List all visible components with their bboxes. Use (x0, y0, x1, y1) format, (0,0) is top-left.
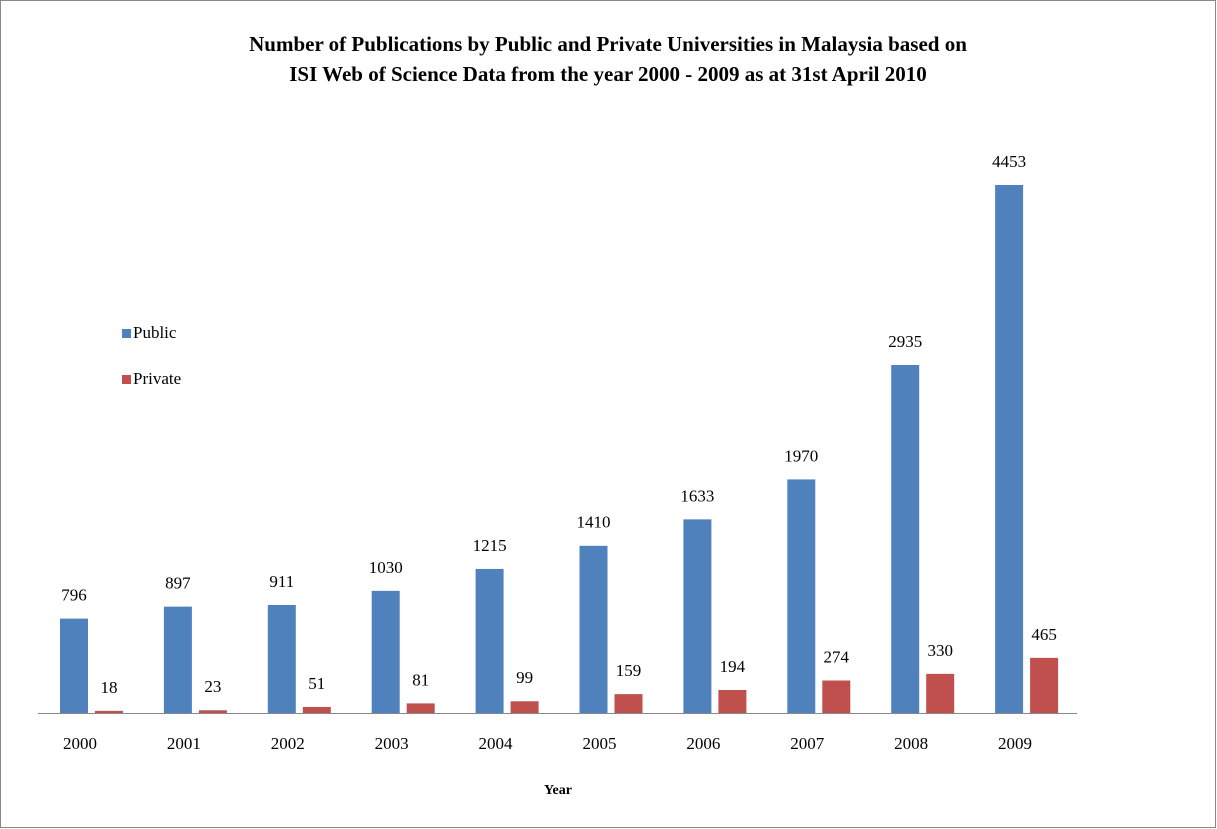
value-label: 99 (516, 668, 533, 687)
legend-swatch (122, 375, 131, 384)
x-tick-label: 2001 (167, 734, 201, 753)
x-tick-label: 2000 (63, 734, 97, 753)
chart-title: ISI Web of Science Data from the year 20… (289, 62, 927, 86)
bar (371, 590, 400, 713)
x-tick-label: 2008 (894, 734, 928, 753)
value-label: 330 (927, 641, 953, 660)
value-label: 897 (165, 574, 191, 593)
x-tick-label: 2003 (375, 734, 409, 753)
value-label: 18 (101, 678, 118, 697)
bar (510, 701, 539, 713)
bar (926, 673, 955, 713)
value-label: 159 (616, 661, 642, 680)
bar (891, 364, 920, 713)
bar (475, 568, 504, 713)
bar (163, 606, 192, 713)
value-label: 1215 (473, 536, 507, 555)
bar (718, 689, 747, 713)
value-label: 1970 (784, 446, 818, 465)
bar (614, 694, 643, 713)
value-label: 1030 (369, 558, 403, 577)
bar (302, 706, 331, 713)
value-label: 23 (204, 677, 221, 696)
x-tick-label: 2004 (479, 734, 514, 753)
bar (406, 703, 435, 713)
x-tick-label: 2005 (582, 734, 616, 753)
bar (60, 618, 88, 713)
bar (787, 479, 816, 713)
x-tick-label: 2002 (271, 734, 305, 753)
value-label: 274 (824, 647, 850, 666)
x-tick-label: 2009 (998, 734, 1032, 753)
bar (198, 710, 227, 713)
value-label: 194 (720, 657, 746, 676)
value-label: 796 (61, 586, 87, 605)
value-label: 465 (1031, 625, 1057, 644)
value-label: 4453 (992, 152, 1026, 171)
value-label: 1410 (577, 513, 611, 532)
bar (995, 185, 1024, 713)
value-label: 2935 (888, 332, 922, 351)
x-tick-label: 2007 (790, 734, 825, 753)
legend-label: Private (133, 369, 181, 388)
bar (683, 519, 712, 713)
value-label: 51 (308, 674, 325, 693)
legend-label: Public (133, 323, 177, 342)
bar (579, 545, 608, 713)
chart-title: Number of Publications by Public and Pri… (249, 32, 967, 56)
x-axis-title: Year (544, 783, 572, 798)
bar (1030, 657, 1059, 713)
value-label: 911 (269, 572, 294, 591)
bar (267, 604, 296, 713)
legend-swatch (122, 329, 131, 338)
bar (822, 680, 851, 713)
value-label: 81 (412, 670, 429, 689)
bar (95, 710, 123, 713)
x-tick-label: 2006 (686, 734, 720, 753)
value-label: 1633 (680, 486, 714, 505)
